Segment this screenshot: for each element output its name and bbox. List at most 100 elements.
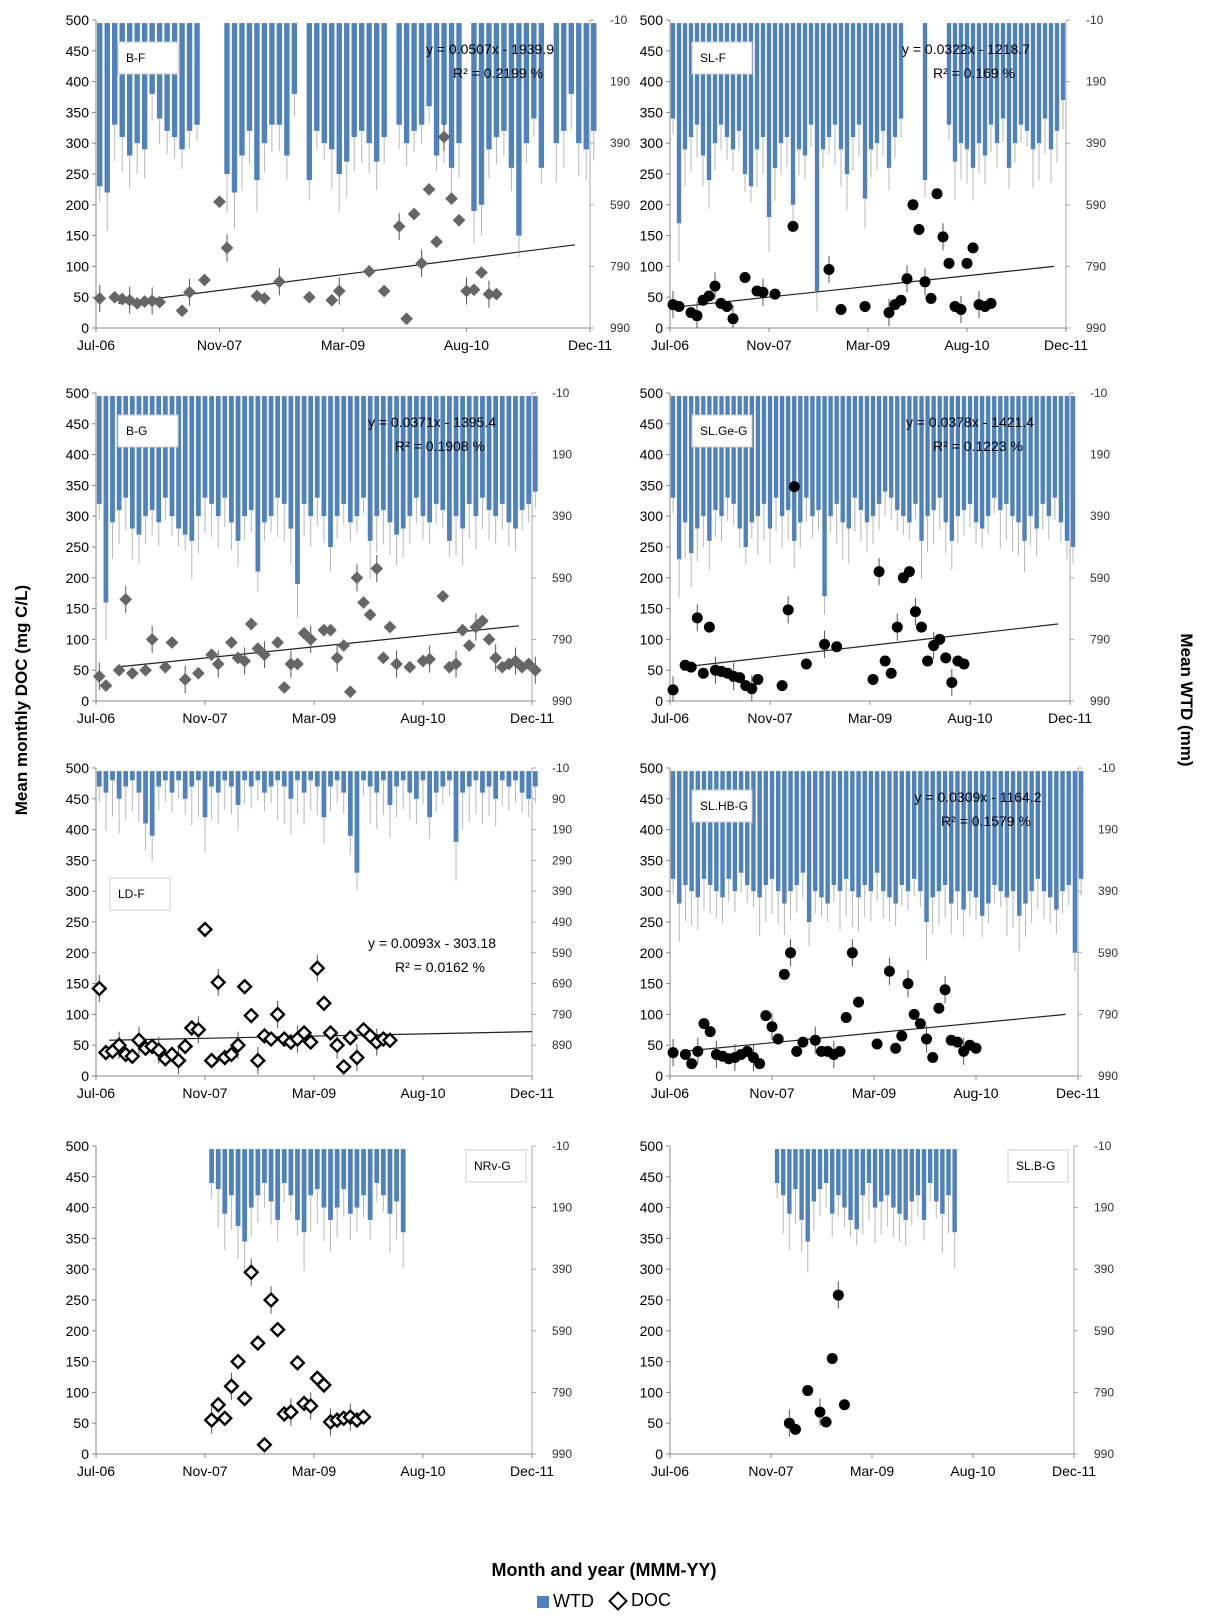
wtd-bar bbox=[831, 771, 837, 886]
doc-point bbox=[262, 1030, 280, 1048]
y-left-tick-label: 250 bbox=[640, 914, 664, 930]
y-left-tick-label: 400 bbox=[66, 1200, 90, 1216]
wtd-bar bbox=[344, 23, 350, 162]
wtd-bar bbox=[784, 23, 790, 138]
doc-point bbox=[192, 666, 205, 680]
doc-point bbox=[390, 657, 403, 671]
wtd-bar bbox=[104, 23, 110, 193]
x-tick-label: Dec-11 bbox=[510, 1085, 554, 1101]
wtd-bar bbox=[952, 23, 958, 162]
wtd-bar bbox=[295, 1149, 300, 1220]
x-tick-label: Jul-06 bbox=[651, 337, 689, 353]
wtd-bar bbox=[447, 771, 452, 781]
x-tick-label: Nov-07 bbox=[182, 710, 227, 726]
wtd-bar bbox=[927, 1149, 933, 1183]
x-tick-label: Aug-10 bbox=[400, 1085, 445, 1101]
wtd-bar bbox=[486, 396, 492, 511]
panel-label: SL-F bbox=[700, 51, 726, 65]
doc-point bbox=[370, 562, 384, 575]
y-left-tick-label: 350 bbox=[66, 1230, 90, 1246]
y-right-tick-label: 190 bbox=[552, 1201, 572, 1215]
wtd-bar bbox=[553, 23, 560, 144]
wtd-bar bbox=[341, 396, 347, 504]
doc-point bbox=[99, 679, 113, 692]
trend-line bbox=[109, 1031, 533, 1041]
y-left-tick-label: 250 bbox=[66, 539, 90, 555]
x-tick-label: Nov-07 bbox=[746, 337, 791, 353]
wtd-bar bbox=[942, 771, 948, 886]
y-left-tick-label: 450 bbox=[640, 416, 664, 432]
panel-sl-ge-g: 0 50 100 150 200 250 300 350 400 450 500 -10 190 390 5… bbox=[640, 385, 1111, 726]
doc-point bbox=[782, 604, 794, 616]
y-right-tick-label: 590 bbox=[552, 946, 572, 960]
wtd-bar bbox=[856, 23, 862, 125]
doc-point bbox=[213, 195, 226, 209]
doc-point bbox=[91, 980, 108, 997]
wtd-bar bbox=[367, 1149, 373, 1220]
doc-point bbox=[210, 974, 227, 991]
y-left-tick-label: 200 bbox=[66, 1323, 90, 1339]
y-left-tick-label: 0 bbox=[81, 1446, 89, 1462]
wtd-bar bbox=[670, 23, 676, 119]
wtd-bar bbox=[955, 771, 960, 892]
wtd-bar bbox=[189, 396, 195, 541]
trend-line bbox=[115, 625, 519, 668]
doc-point bbox=[746, 683, 758, 695]
wtd-bar bbox=[301, 1149, 307, 1233]
y-left-tick-label: 150 bbox=[640, 601, 664, 617]
wtd-bar bbox=[532, 396, 538, 492]
wtd-bar bbox=[792, 396, 797, 541]
wtd-bar bbox=[314, 771, 320, 787]
x-tick-label: Mar-09 bbox=[292, 1463, 337, 1479]
y-left-tick-label: 200 bbox=[640, 570, 664, 586]
wtd-bar bbox=[761, 396, 767, 504]
wtd-bar bbox=[262, 396, 267, 523]
wtd-bar bbox=[242, 771, 248, 781]
wtd-bar bbox=[110, 771, 115, 781]
wtd-bar bbox=[737, 396, 742, 529]
wtd-bar bbox=[924, 771, 929, 922]
wtd-bar bbox=[998, 771, 1003, 892]
doc-point bbox=[902, 978, 914, 990]
doc-point bbox=[236, 1390, 253, 1407]
y-left-tick-label: 350 bbox=[640, 104, 664, 120]
doc-point bbox=[908, 1008, 920, 1020]
x-tick-label: Dec-11 bbox=[568, 337, 612, 353]
doc-point bbox=[943, 257, 955, 269]
wtd-bar bbox=[314, 1149, 320, 1190]
doc-point bbox=[896, 1030, 908, 1042]
wtd-bar bbox=[426, 23, 432, 107]
y-right-tick-label: 790 bbox=[610, 259, 630, 273]
doc-point bbox=[757, 286, 769, 298]
y-right-tick-label: 590 bbox=[1090, 571, 1110, 585]
wtd-bar bbox=[143, 396, 148, 517]
y-left-tick-label: 50 bbox=[647, 289, 663, 305]
wtd-bar bbox=[834, 396, 839, 504]
wtd-bar bbox=[931, 396, 936, 511]
wtd-bar bbox=[893, 771, 898, 904]
wtd-bar bbox=[805, 1149, 810, 1242]
wtd-bar bbox=[843, 771, 849, 879]
wtd-bar bbox=[414, 396, 419, 498]
wtd-bar bbox=[882, 396, 888, 492]
wtd-bar bbox=[306, 23, 313, 181]
wtd-bar bbox=[182, 771, 188, 799]
wtd-bar bbox=[870, 396, 876, 517]
panel-label: B-G bbox=[126, 424, 147, 438]
doc-point bbox=[337, 639, 351, 652]
doc-point bbox=[946, 677, 958, 689]
doc-point bbox=[961, 257, 973, 269]
y-left-tick-label: 250 bbox=[640, 166, 664, 182]
wtd-bar bbox=[347, 396, 353, 523]
wtd-bar bbox=[156, 396, 162, 523]
wtd-bar bbox=[129, 771, 135, 781]
doc-point bbox=[791, 1045, 803, 1057]
doc-point bbox=[302, 290, 316, 304]
doc-point bbox=[229, 1353, 247, 1370]
wtd-bar bbox=[1070, 396, 1076, 547]
doc-point bbox=[916, 621, 928, 633]
doc-point bbox=[170, 1052, 187, 1069]
wtd-bar bbox=[767, 396, 773, 529]
y-left-tick-label: 100 bbox=[640, 631, 664, 647]
